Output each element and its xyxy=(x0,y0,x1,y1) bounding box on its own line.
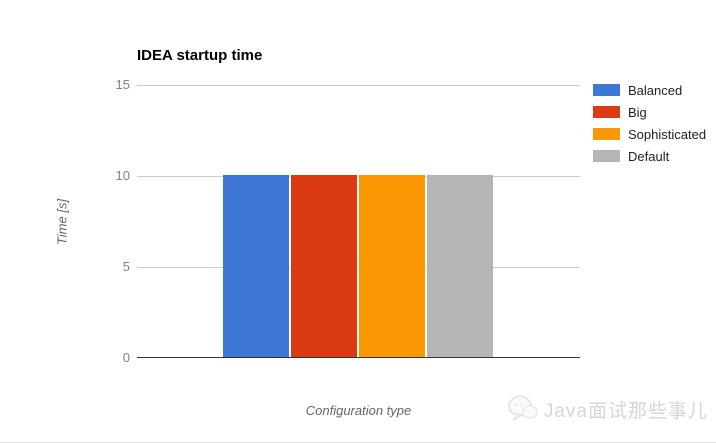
legend-item-default: Default xyxy=(593,145,706,167)
bar-group xyxy=(223,175,493,357)
watermark: Java面试那些事儿 xyxy=(507,394,708,424)
y-tick-label-5: 5 xyxy=(122,259,130,274)
y-tick-label-0: 0 xyxy=(122,350,130,365)
legend-label: Balanced xyxy=(628,82,683,98)
gridline-5 xyxy=(137,267,580,268)
y-tick-label-10: 10 xyxy=(115,168,130,183)
gridline-15 xyxy=(137,85,580,86)
chat-bubbles-logo-icon xyxy=(507,394,539,424)
x-axis-title: Configuration type xyxy=(305,403,412,418)
legend: Balanced Big Sophisticated Default xyxy=(593,79,706,167)
bar-balanced xyxy=(223,175,289,357)
legend-swatch-default xyxy=(593,150,620,162)
legend-label: Big xyxy=(628,104,647,120)
x-axis-baseline xyxy=(137,357,580,358)
legend-label: Sophisticated xyxy=(628,126,707,142)
bar-sophisticated xyxy=(359,175,425,357)
y-tick-label-15: 15 xyxy=(115,77,130,92)
gridline-10 xyxy=(137,176,580,177)
legend-item-big: Big xyxy=(593,101,706,123)
chart-title: IDEA startup time xyxy=(137,47,263,64)
legend-swatch-big xyxy=(593,106,620,118)
legend-item-sophisticated: Sophisticated xyxy=(593,123,706,145)
legend-swatch-balanced xyxy=(593,84,620,96)
legend-swatch-sophisticated xyxy=(593,128,620,140)
watermark-text: Java面试那些事儿 xyxy=(543,400,708,422)
legend-item-balanced: Balanced xyxy=(593,79,706,101)
y-axis-title: Time [s] xyxy=(54,198,70,246)
plot-area xyxy=(137,85,580,358)
bar-big xyxy=(291,175,357,357)
legend-label: Default xyxy=(628,148,670,164)
bar-default xyxy=(427,175,493,357)
